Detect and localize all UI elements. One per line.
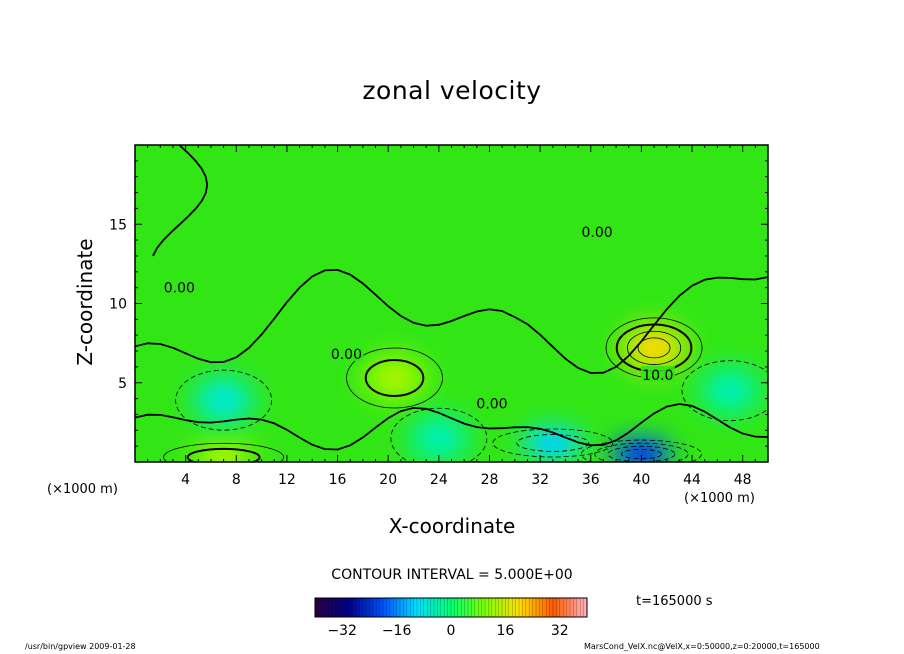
x-axis-ticks: 4 8 12 16 20 24 28 32 36 40 44 48: [147, 145, 756, 488]
x-tick-label: 4: [181, 472, 190, 488]
contour-ring: [175, 369, 273, 431]
contour-label-bg: [475, 394, 510, 411]
colorbar-tick-label: −32: [327, 623, 357, 639]
contour-ring: [492, 428, 614, 458]
shaded-extremum-core: [715, 378, 745, 403]
zero-contour-upper: [152, 145, 209, 257]
shaded-field: [189, 321, 763, 462]
x-tick-label: 48: [734, 472, 752, 488]
x-tick-label: 20: [379, 472, 397, 488]
shaded-extremum-core: [424, 426, 454, 450]
contour-label: 0.00: [164, 281, 195, 297]
shaded-extremum-core: [379, 366, 410, 390]
contour-interval-label: CONTOUR INTERVAL = 5.000E+00: [331, 567, 573, 583]
colorbar-tick-label: −16: [382, 623, 412, 639]
y-tick-label: 15: [109, 217, 127, 233]
contour-lines: [135, 145, 768, 462]
contour-ring: [516, 434, 590, 452]
contour-ring: [637, 337, 671, 359]
contour-label-bg: [162, 278, 197, 295]
x-tick-label: 44: [683, 472, 701, 488]
x-axis-unit-left: (×1000 m): [47, 482, 118, 497]
contour-ring: [186, 447, 261, 462]
y-tick-label: 10: [109, 297, 127, 313]
colorbar-ticks: −32 −16 0 16 32: [327, 623, 568, 639]
contour-ring: [621, 449, 662, 460]
shaded-extremum-core: [638, 336, 670, 360]
shaded-extremum-core: [209, 388, 239, 412]
contour-label: 10.0: [642, 368, 673, 384]
contour-ring: [594, 442, 689, 462]
x-axis-label: X-coordinate: [388, 514, 516, 538]
x-tick-label: 16: [329, 472, 347, 488]
x-tick-label: 24: [430, 472, 448, 488]
contour-ring: [346, 347, 443, 409]
colorbar-tick-label: 32: [551, 623, 569, 639]
zero-contour-lower: [135, 403, 768, 451]
contour-ring: [626, 330, 682, 365]
colorbar: −32 −16 0 16 32: [314, 597, 588, 639]
zero-contour: [135, 268, 768, 374]
colorbar-tick-label: 16: [496, 623, 514, 639]
x-tick-label: 8: [232, 472, 241, 488]
chart-title: zonal velocity: [362, 76, 542, 105]
contour-ring: [681, 360, 768, 422]
contour-label: 0.00: [582, 225, 613, 241]
contour-label-bg: [329, 345, 364, 362]
x-axis-unit-right: (×1000 m): [684, 491, 755, 506]
x-tick-label: 40: [632, 472, 650, 488]
colorbar-stripes: [318, 598, 584, 617]
y-tick-label: 5: [118, 376, 127, 392]
contour-ring: [581, 439, 702, 462]
x-tick-label: 36: [582, 472, 600, 488]
contour-label: 0.00: [476, 396, 507, 412]
x-tick-label: 32: [531, 472, 549, 488]
time-label: t=165000 s: [636, 594, 713, 609]
x-tick-label: 28: [481, 472, 499, 488]
contour-label: 0.00: [331, 347, 362, 363]
contour-ring: [364, 358, 425, 397]
contour-ring: [163, 442, 285, 462]
colorbar-tick-label: 0: [447, 623, 456, 639]
shaded-extremum-core: [208, 449, 239, 462]
y-axis-ticks: 5 10 15: [109, 160, 768, 447]
shaded-extremum-core: [538, 434, 568, 452]
footer-data-source: MarsCond_VelX.nc@VelX,x=0:50000,z=0:2000…: [584, 642, 820, 651]
footer-program-date: /usr/bin/gpview 2009-01-28: [25, 642, 136, 651]
contour-label-bg: [640, 365, 675, 382]
contour-label-bg: [580, 223, 615, 240]
contour-ring: [390, 407, 488, 462]
colorbar-frame: [314, 597, 588, 618]
y-axis-label: Z-coordinate: [73, 238, 97, 366]
contour-labels: 0.00 0.00 0.00 0.00 10.0: [162, 223, 675, 412]
x-tick-label: 12: [278, 472, 296, 488]
